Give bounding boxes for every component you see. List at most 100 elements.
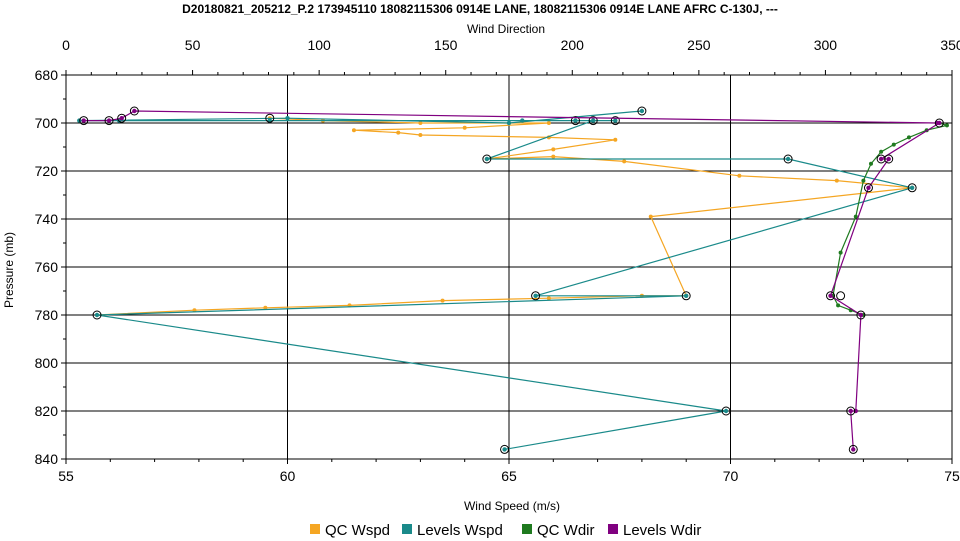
y-axis-label: Pressure (mb) <box>2 232 16 308</box>
legend-item: QC Wdir <box>522 522 595 539</box>
legend-swatch <box>310 524 320 534</box>
axis-ticks: 55 60 65 70 75 0 50 100 150 200 250 300 350 680 700 720… <box>35 37 960 484</box>
legend-label: Levels Wdir <box>623 522 701 539</box>
legend-item: QC Wspd <box>310 522 390 539</box>
data-point <box>418 121 423 125</box>
level-marker <box>856 310 866 320</box>
data-point <box>639 108 645 114</box>
x2-tick-label: 150 <box>434 37 458 53</box>
level-marker <box>846 406 856 416</box>
x2-tick-label: 350 <box>940 37 960 53</box>
data-point <box>785 156 791 162</box>
y-tick-label: 680 <box>35 67 59 83</box>
x2-tick-label: 300 <box>814 37 838 53</box>
legend: QC Wspd Levels Wspd QC Wdir Levels Wdir <box>310 522 701 539</box>
data-point <box>853 214 858 219</box>
level-marker <box>104 116 114 126</box>
bottom-axis-label: Wind Speed (m/s) <box>464 499 560 513</box>
top-axis-label: Wind Direction <box>467 22 545 36</box>
x-tick-label: 65 <box>501 468 517 484</box>
data-point <box>878 156 884 162</box>
level-marker <box>570 116 580 126</box>
data-point <box>851 447 856 452</box>
legend-label: QC Wdir <box>537 522 595 539</box>
data-point <box>106 118 112 123</box>
series-layer <box>77 106 950 454</box>
legend-swatch <box>608 524 618 534</box>
data-point <box>613 137 618 142</box>
y-tick-label: 840 <box>35 451 59 467</box>
x2-tick-label: 50 <box>185 37 201 53</box>
legend-label: Levels Wspd <box>417 522 503 539</box>
data-point <box>834 178 839 183</box>
y-tick-label: 780 <box>35 307 59 323</box>
legend-label: QC Wspd <box>325 522 390 539</box>
x-tick-label: 55 <box>58 468 74 484</box>
data-point <box>396 130 401 135</box>
data-point <box>879 149 884 154</box>
data-point <box>648 214 653 219</box>
chart-title: D20180821_205212_P.2 173945110 180821153… <box>182 2 778 16</box>
data-point <box>285 116 290 121</box>
data-point <box>462 125 467 130</box>
x2-tick-label: 250 <box>687 37 711 53</box>
legend-item: Levels Wspd <box>402 522 503 539</box>
data-point <box>546 296 551 301</box>
level-marker <box>588 116 598 126</box>
data-point <box>119 116 124 121</box>
level-marker <box>265 113 275 123</box>
data-point <box>891 142 896 147</box>
y-tick-label: 720 <box>35 163 59 179</box>
data-point <box>848 408 853 414</box>
level-marker <box>721 406 731 416</box>
data-point <box>858 312 864 318</box>
legend-swatch <box>402 524 412 534</box>
series-levels-wdir <box>79 106 944 454</box>
data-point <box>418 133 423 137</box>
level-marker <box>79 116 89 126</box>
data-point <box>440 298 445 303</box>
data-point <box>551 154 556 159</box>
data-point <box>838 250 843 255</box>
grid <box>65 74 953 460</box>
level-marker <box>825 291 835 301</box>
data-point <box>573 118 578 123</box>
data-point <box>551 147 556 152</box>
level-marker <box>482 154 492 164</box>
x-tick-label: 60 <box>280 468 296 484</box>
data-point <box>484 156 490 162</box>
data-point <box>836 303 841 308</box>
legend-swatch <box>522 524 532 534</box>
x-tick-label: 70 <box>723 468 739 484</box>
level-marker <box>934 118 944 128</box>
data-point <box>861 178 866 183</box>
data-point <box>737 173 742 178</box>
level-marker <box>848 444 858 454</box>
data-point <box>590 118 596 123</box>
data-point <box>533 293 538 298</box>
data-point <box>944 123 949 128</box>
data-point <box>868 161 873 166</box>
x-tick-label: 75 <box>944 468 960 484</box>
data-point <box>132 108 137 114</box>
y-tick-label: 700 <box>35 115 59 131</box>
data-point <box>546 121 551 125</box>
data-point <box>351 128 356 133</box>
data-point <box>937 120 942 126</box>
data-point <box>828 293 833 298</box>
level-marker <box>610 116 620 126</box>
data-point <box>520 118 525 123</box>
data-point <box>613 118 618 123</box>
data-point <box>906 135 911 140</box>
level-marker <box>836 291 846 301</box>
y-tick-label: 760 <box>35 259 59 275</box>
y-tick-label: 820 <box>35 403 59 419</box>
data-point <box>81 118 86 123</box>
level-marker <box>129 106 139 116</box>
level-marker <box>637 106 647 116</box>
series-qc-wdir <box>831 121 950 317</box>
data-point <box>263 305 268 310</box>
data-point <box>723 408 729 414</box>
